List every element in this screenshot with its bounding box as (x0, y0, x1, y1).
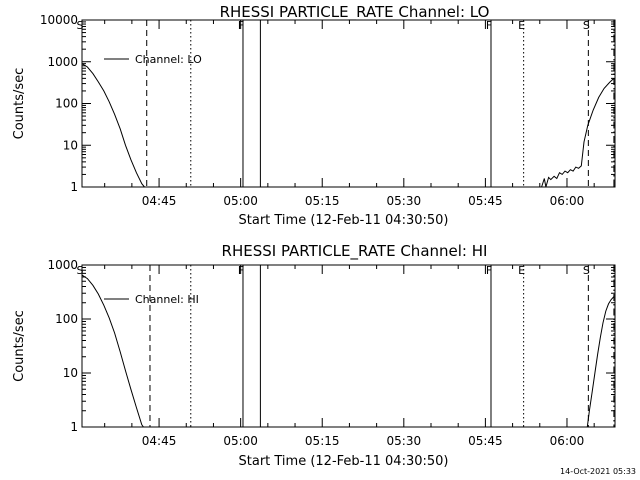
plot-frame (81, 264, 616, 428)
y-tick-label: 1000 (47, 55, 78, 69)
series-line (81, 274, 144, 428)
event-marker-label: F (238, 19, 244, 32)
series-line (586, 296, 615, 428)
x-axis-label: Start Time (12-Feb-11 04:30:50) (239, 213, 449, 228)
x-tick-label: 05:00 (223, 434, 258, 448)
y-tick-label: 1 (70, 420, 78, 434)
plot-frame (81, 19, 616, 188)
x-tick-label: 04:45 (142, 194, 177, 208)
event-marker-label: S (583, 264, 590, 277)
event-marker-label: S (583, 19, 590, 32)
y-tick-label: 10 (63, 138, 78, 152)
y-tick-label: 1 (70, 180, 78, 194)
y-tick-label: 1000 (47, 258, 78, 272)
event-marker-label: F (486, 19, 492, 32)
generation-timestamp: 14-Oct-2021 05:33 (560, 467, 636, 476)
y-axis-label: Counts/sec (12, 68, 27, 140)
event-marker-label: F (486, 264, 492, 277)
series-line (541, 78, 615, 188)
x-tick-label: 06:00 (550, 194, 585, 208)
event-marker-label: E (518, 19, 525, 32)
x-tick-label: 04:45 (142, 434, 177, 448)
x-tick-label: 05:15 (305, 434, 340, 448)
panel-lo-channel: RHESSI PARTICLE_RATE Channel: LO Counts/s… (12, 3, 616, 228)
event-marker-label: E (518, 264, 525, 277)
event-marker-label: S (77, 264, 84, 277)
y-tick-label: 10000 (40, 13, 78, 27)
panel-hi-channel: RHESSI PARTICLE_RATE Channel: HI Counts/s… (12, 242, 616, 469)
chart-title: RHESSI PARTICLE_RATE Channel: LO (220, 3, 490, 22)
x-tick-label: 06:00 (550, 434, 585, 448)
y-tick-label: 100 (55, 97, 78, 111)
event-marker-label: F (238, 264, 244, 277)
chart-title: RHESSI PARTICLE_RATE Channel: HI (222, 242, 488, 261)
series-line (81, 63, 145, 188)
x-axis-label: Start Time (12-Feb-11 04:30:50) (239, 454, 449, 469)
x-tick-label: 05:45 (468, 434, 503, 448)
x-tick-label: 05:30 (387, 194, 422, 208)
x-tick-label: 05:00 (223, 194, 258, 208)
legend-label: Channel: HI (135, 293, 199, 306)
x-tick-label: 05:45 (468, 194, 503, 208)
event-marker-label: S (77, 19, 84, 32)
legend-label: Channel: LO (135, 53, 202, 66)
y-tick-label: 100 (55, 312, 78, 326)
x-tick-label: 05:30 (387, 434, 422, 448)
y-axis-label: Counts/sec (12, 310, 27, 382)
x-tick-label: 05:15 (305, 194, 340, 208)
y-tick-label: 10 (63, 366, 78, 380)
